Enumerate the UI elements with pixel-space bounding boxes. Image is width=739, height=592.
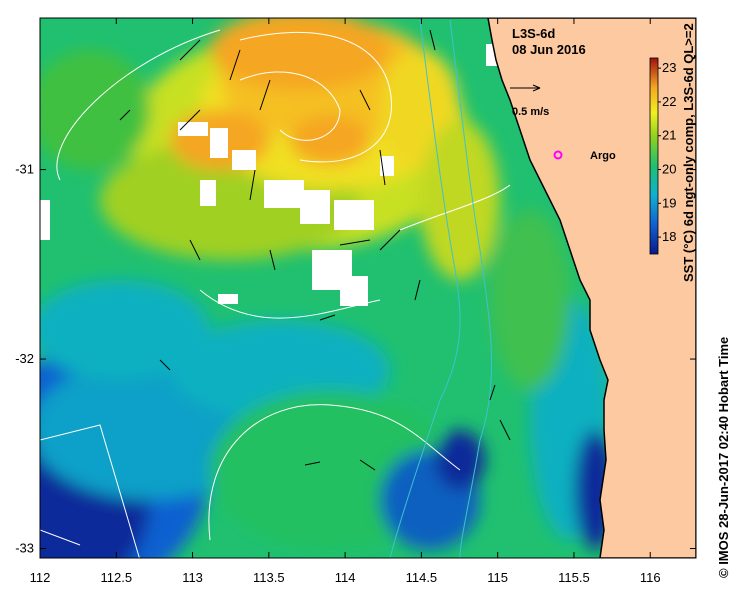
colorbar-tick-label: 21 — [662, 128, 676, 143]
scale-arrow-head — [532, 84, 541, 92]
sst-field — [40, 18, 615, 558]
x-tick-label: 112 — [30, 570, 51, 585]
y-tick-label: -32 — [15, 351, 34, 366]
argo-label: Argo — [590, 150, 616, 162]
cloud-mask — [40, 44, 498, 306]
map-frame — [39, 17, 697, 559]
product-label: L3S-6d — [512, 26, 555, 41]
x-tick-label: 112.5 — [100, 570, 132, 585]
credit-text: © IMOS 28-Jun-2017 02:40 Hobart Time — [716, 337, 731, 578]
x-tick-label: 115 — [487, 570, 508, 585]
date-label: 08 Jun 2016 — [512, 42, 586, 57]
x-tick-label: 114.5 — [406, 570, 438, 585]
colorbar-tick-label: 23 — [662, 60, 676, 75]
land-area — [487, 18, 696, 558]
scale-label: 0.5 m/s — [512, 106, 549, 118]
colorbar-tick-label: 22 — [662, 94, 676, 109]
x-tick-label: 113 — [182, 570, 203, 585]
contour-lines — [40, 29, 511, 558]
x-tick-label: 115.5 — [558, 570, 590, 585]
argo-float-marker — [553, 150, 563, 160]
colorbar-tick-label: 19 — [662, 195, 676, 210]
y-axis: -31 -32 -33 — [15, 162, 696, 556]
bathymetry-lines — [389, 19, 493, 558]
colorbar-title: SST (°C) 6d ngt-only comp, L3S-6d QL>=2 — [681, 23, 696, 282]
x-axis: 112 112.5 113 113.5 114 114.5 115 115.5 116 — [30, 18, 661, 585]
colorbar: 18 19 20 21 22 23 SST (°C) 6d ngt-only comp, … — [649, 23, 696, 282]
colorbar-ramp — [649, 57, 659, 255]
colorbar-ticks: 18 19 20 21 22 23 — [658, 60, 676, 244]
y-tick-label: -31 — [15, 162, 34, 177]
map-panel — [40, 18, 696, 558]
x-tick-label: 114 — [335, 570, 356, 585]
y-tick-label: -33 — [15, 541, 34, 556]
current-vectors — [119, 29, 511, 471]
colorbar-tick-label: 18 — [662, 229, 676, 244]
x-tick-label: 113.5 — [253, 570, 285, 585]
x-tick-label: 116 — [640, 570, 661, 585]
colorbar-tick-label: 20 — [662, 162, 676, 177]
